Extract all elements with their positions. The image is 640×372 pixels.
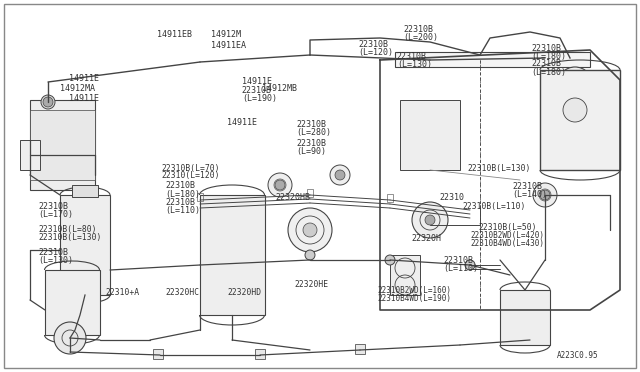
Text: 22310B: 22310B [38,202,68,211]
Text: 22310B(L=70): 22310B(L=70) [162,164,220,173]
Bar [390,255,420,295]
Bar [20,140,40,170]
Bar [355,344,365,354]
Text: 22310B(L=130): 22310B(L=130) [467,164,531,173]
Text: (L=90): (L=90) [296,147,326,156]
Circle shape [305,250,315,260]
Text: 14911E: 14911E [69,74,99,83]
Bar [197,193,203,201]
Text: 22310B2WD(L=420): 22310B2WD(L=420) [470,231,545,240]
Text: (L=200): (L=200) [403,33,438,42]
Text: 22310B: 22310B [296,120,326,129]
Text: 22310B: 22310B [531,60,561,68]
Text: 14912M: 14912M [211,30,241,39]
Bar [400,100,460,170]
Circle shape [533,183,557,207]
Text: (L=140): (L=140) [512,190,547,199]
Text: 22310(L=120): 22310(L=120) [162,171,220,180]
Text: 22310B(L=50): 22310B(L=50) [479,223,537,232]
Text: 22310B4WD(L=190): 22310B4WD(L=190) [378,294,452,303]
Text: 22310B: 22310B [165,182,195,190]
Bar [153,349,163,359]
Text: 14911E: 14911E [69,94,99,103]
Text: 22320HE: 22320HE [294,280,328,289]
Bar [72,185,98,197]
Text: 22320HB: 22320HB [275,193,310,202]
Text: (L=280): (L=280) [296,128,332,137]
Text: 22310B: 22310B [242,86,272,95]
Circle shape [385,255,395,265]
Circle shape [540,190,550,200]
Text: 22310B: 22310B [358,40,388,49]
Text: 22310B: 22310B [444,256,474,265]
Circle shape [303,223,317,237]
Text: 22310B: 22310B [397,52,427,61]
Circle shape [563,98,587,122]
Bar [255,349,265,359]
Text: 22310B(L=80): 22310B(L=80) [38,225,97,234]
Circle shape [275,180,285,190]
Circle shape [412,202,448,238]
Text: 14911E: 14911E [227,118,257,127]
Text: 22320H: 22320H [412,234,442,243]
Bar [30,100,95,190]
Circle shape [335,170,345,180]
Circle shape [54,322,86,354]
Circle shape [43,97,53,107]
Bar [307,189,313,197]
Bar [500,290,550,345]
Text: 22310B: 22310B [38,248,68,257]
Circle shape [425,215,435,225]
Text: 22320HD: 22320HD [227,288,261,296]
Circle shape [465,260,475,270]
Bar [45,270,100,335]
Text: 22310B: 22310B [531,44,561,53]
Text: 22310B2WD(L=160): 22310B2WD(L=160) [378,286,452,295]
Circle shape [330,165,350,185]
Bar [60,195,110,295]
Text: (L=110): (L=110) [444,264,479,273]
Circle shape [557,67,593,103]
Text: (L=180): (L=180) [531,52,566,61]
Bar [540,70,620,170]
Text: 22310B4WD(L=430): 22310B4WD(L=430) [470,239,545,248]
Text: 14911E: 14911E [242,77,272,86]
Text: 14911EA: 14911EA [211,41,246,50]
Text: 14911EB: 14911EB [157,30,192,39]
Text: (L=190): (L=190) [242,94,277,103]
Text: 22320HC: 22320HC [165,288,199,296]
Circle shape [268,173,292,197]
Text: (L=120): (L=120) [358,48,394,57]
Bar [395,52,590,67]
Text: 22310B: 22310B [296,139,326,148]
Text: 22310B: 22310B [403,25,433,34]
Text: 22310B: 22310B [165,198,195,207]
Text: (L=180): (L=180) [165,190,200,199]
Text: A223C0.95: A223C0.95 [557,351,598,360]
Circle shape [41,95,55,109]
Text: 22310B(L=110): 22310B(L=110) [463,202,526,211]
Text: (L=110): (L=110) [165,206,200,215]
Circle shape [288,208,332,252]
Text: (L=180): (L=180) [531,68,566,77]
Text: (L=170): (L=170) [38,210,74,219]
Text: (L=130): (L=130) [397,60,432,69]
Bar [30,110,95,180]
Text: 14912MA: 14912MA [60,84,95,93]
Text: 22310B: 22310B [512,182,542,191]
Text: 22310: 22310 [439,193,464,202]
Bar [387,194,393,202]
Text: 22310B(L=130): 22310B(L=130) [38,233,102,242]
Bar [200,195,265,315]
Text: (L=130): (L=130) [38,256,74,265]
Text: 14912MB: 14912MB [262,84,298,93]
Text: 22310+A: 22310+A [106,288,140,296]
